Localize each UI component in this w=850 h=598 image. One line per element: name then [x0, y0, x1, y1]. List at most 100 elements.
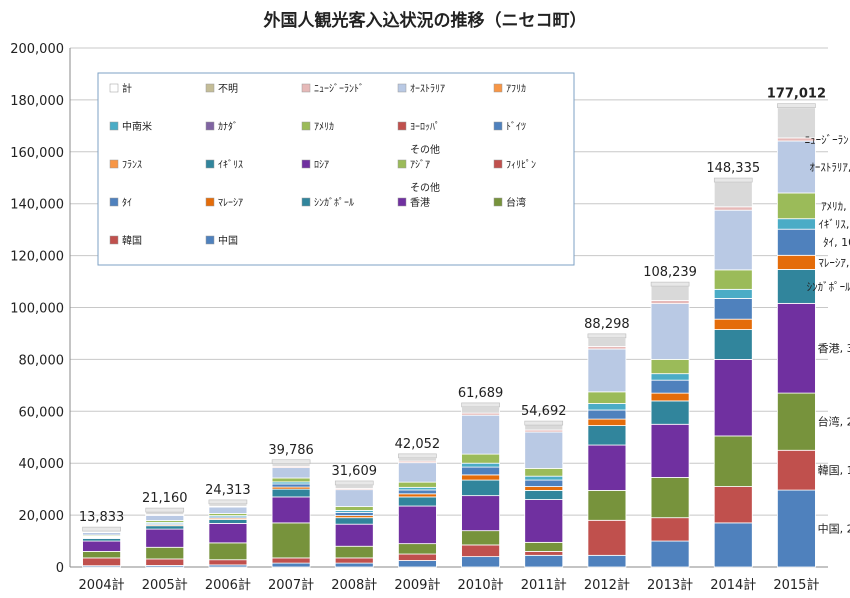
legend-label: ﾆｭｰｼﾞｰﾗﾝﾄﾞ — [314, 83, 364, 95]
bar-segment — [777, 140, 816, 194]
bar-segment — [398, 462, 437, 483]
bar-top — [650, 281, 690, 287]
legend-label: ﾌｨﾘﾋﾟﾝ — [506, 159, 536, 171]
legend-swatch — [397, 197, 407, 207]
legend-swatch — [397, 159, 407, 169]
bar-segment — [713, 298, 753, 320]
legend-swatch — [205, 159, 215, 169]
bar-segment — [145, 558, 185, 566]
bar-segment — [713, 181, 753, 208]
legend-swatch — [205, 235, 215, 245]
y-tick-label: 180,000 — [10, 94, 64, 109]
y-tick-label: 40,000 — [19, 457, 65, 472]
x-tick-label: 2010計 — [458, 577, 504, 593]
bar-segment — [587, 403, 627, 411]
legend-label: ﾖｰﾛｯﾊﾟ — [410, 121, 440, 133]
bar-segment — [398, 489, 437, 495]
segment-data-label: ｲｷﾞﾘｽ, 4,041 — [818, 218, 850, 231]
bar-segment — [398, 493, 437, 498]
legend-label: ｱｼﾞｱ — [410, 159, 430, 171]
x-tick-label: 2013計 — [647, 577, 693, 593]
legend-label: 中南米 — [122, 120, 152, 133]
bar-total-label: 61,689 — [458, 386, 504, 401]
legend-label: ｵｰｽﾄﾗﾘｱ — [410, 83, 445, 95]
bar-segment — [587, 425, 627, 446]
bar-segment — [524, 490, 564, 500]
bar-segment — [334, 489, 374, 507]
bar-segment — [208, 506, 248, 514]
segment-data-label: 台湾, 22,035 — [818, 415, 850, 429]
segment-data-label: 中国, 29,643 — [818, 523, 850, 536]
segment-data-label: 香港, 34,569 — [818, 342, 850, 355]
bar-total-label: 54,692 — [521, 404, 567, 419]
x-tick-label: 2015計 — [773, 577, 819, 593]
legend-swatch — [109, 83, 119, 93]
bar-segment — [398, 553, 437, 561]
legend-swatch — [493, 197, 503, 207]
x-tick-label: 2004計 — [79, 577, 125, 593]
bar-segment — [271, 496, 311, 524]
bar-segment — [461, 556, 500, 568]
legend-label: ﾄﾞｲﾂ — [506, 121, 526, 133]
y-tick-label: 80,000 — [19, 353, 65, 368]
x-tick-label: 2011計 — [521, 577, 567, 593]
legend-label: その他 — [410, 143, 440, 156]
chart-title: 外国人観光客入込状況の推移（ニセコ町） — [263, 11, 587, 31]
bar-segment — [82, 557, 121, 567]
bar-segment — [208, 503, 248, 507]
bar-segment — [145, 546, 185, 560]
legend-label: ﾛｼｱ — [314, 160, 329, 171]
bar-segment — [587, 519, 627, 556]
bar-segment — [208, 559, 248, 566]
bar-segment — [398, 481, 437, 488]
bar-segment — [650, 373, 690, 381]
bar-segment — [208, 519, 248, 524]
bar-segment — [713, 435, 753, 487]
bar-segment — [650, 400, 690, 425]
bar-top — [208, 499, 248, 505]
bar-top — [524, 420, 564, 426]
bar-segment — [334, 557, 374, 564]
segment-data-label: ﾀｲ, 10,058 — [823, 236, 850, 249]
bar-segment — [524, 486, 564, 491]
bar-segment — [398, 543, 437, 555]
bar-segment — [650, 300, 690, 305]
legend-label: ｲｷﾞﾘｽ — [218, 159, 243, 171]
bar-segment — [461, 530, 500, 546]
legend-swatch — [109, 159, 119, 169]
bar-segment — [398, 505, 437, 545]
bar-total-label: 24,313 — [205, 483, 251, 498]
x-tick-label: 2009計 — [394, 577, 440, 593]
legend-swatch — [493, 159, 503, 169]
bar-top — [713, 177, 753, 183]
bar-segment — [461, 414, 500, 455]
x-tick-label: 2006計 — [205, 577, 251, 593]
bar-total-label: 42,052 — [395, 437, 441, 452]
bar-segment — [461, 466, 500, 476]
legend-label: ﾏﾚｰｼｱ — [218, 198, 243, 209]
bar-segment — [777, 269, 816, 304]
segment-data-label: ﾆｭｰｼﾞｰﾗﾝﾄﾞ, 1,188 — [805, 133, 850, 146]
bar-top — [271, 459, 311, 465]
bar-segment — [587, 337, 627, 347]
bar-segment — [713, 329, 753, 360]
bar-segment — [650, 358, 690, 375]
bar-segment — [524, 424, 564, 431]
bar-segment — [650, 392, 690, 402]
bar-segment — [398, 457, 437, 462]
legend-label: 中国 — [218, 234, 238, 247]
bar-segment — [461, 406, 500, 414]
bar-top — [587, 333, 627, 339]
bar-segment — [334, 506, 374, 511]
bar-segment — [777, 107, 816, 139]
bar-segment — [271, 483, 311, 488]
bar-segment — [650, 423, 690, 478]
bar-segment — [398, 496, 437, 507]
bar-segment — [650, 517, 690, 542]
bar-segment — [713, 288, 753, 299]
bar-segment — [461, 453, 500, 464]
bar-segment — [271, 557, 311, 564]
bar-segment — [271, 522, 311, 559]
bar-segment — [587, 490, 627, 521]
